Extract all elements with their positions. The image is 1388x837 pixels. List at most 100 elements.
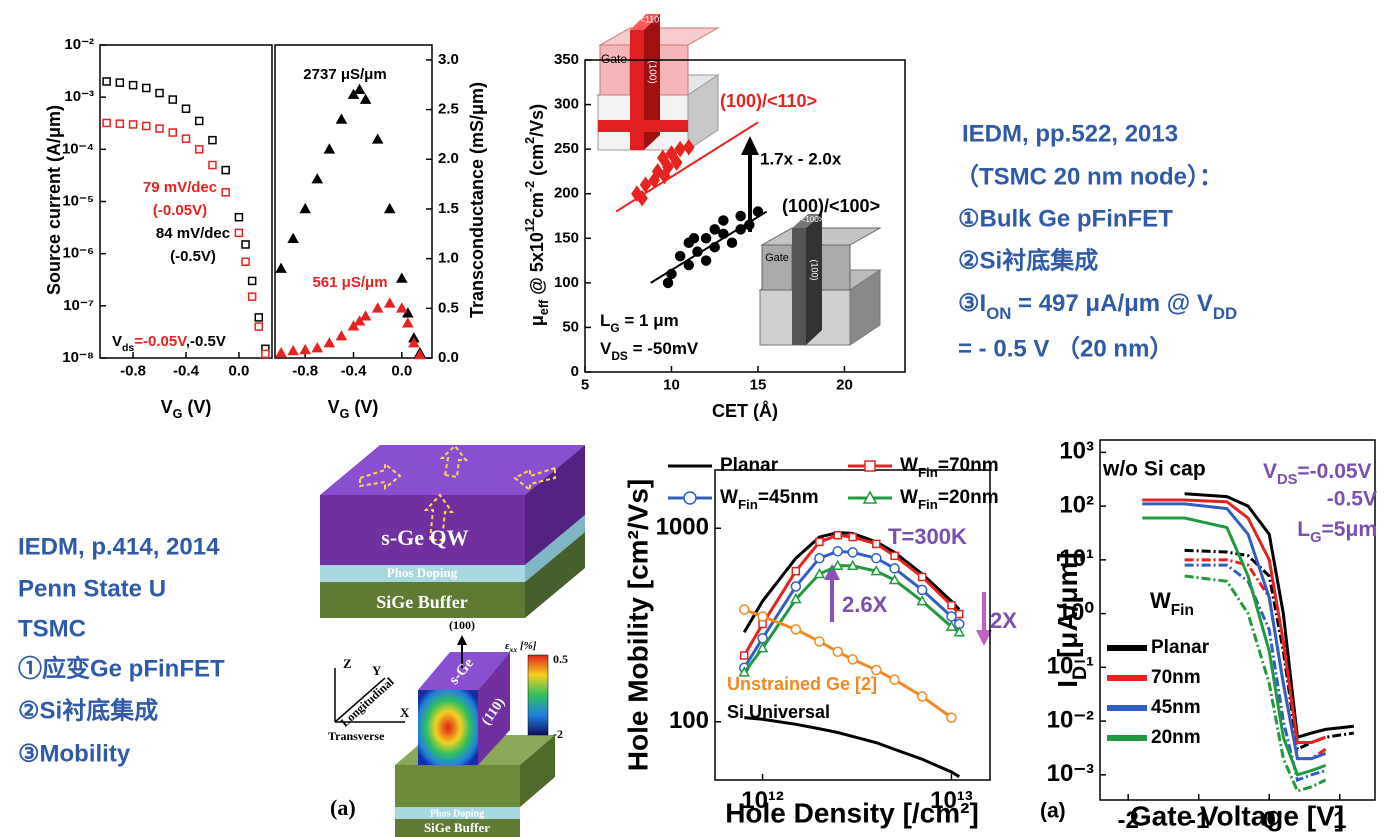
y-tick-label: 150 <box>554 229 579 246</box>
marker <box>289 234 298 242</box>
marker <box>848 548 857 557</box>
marker <box>325 145 334 153</box>
legend-label: 45nm <box>1151 697 1201 718</box>
annotation: LG=5μm <box>1297 518 1377 546</box>
series-line <box>744 718 959 777</box>
marker <box>956 611 963 618</box>
device-gray: <100> Gate (100) <box>760 214 880 345</box>
marker <box>865 461 875 471</box>
axis-label: Y <box>372 663 382 678</box>
marker <box>156 125 163 132</box>
marker <box>702 234 711 243</box>
text-part: cm <box>527 192 547 218</box>
marker <box>758 612 767 621</box>
annotation: 84 mV/dec <box>156 225 230 242</box>
annotation: T=300K <box>888 524 967 549</box>
marker <box>736 225 745 234</box>
legend-label: 70nm <box>1151 667 1201 688</box>
text-part: G <box>340 407 350 421</box>
annotation: 2X <box>990 608 1017 633</box>
x-tick-label: 15 <box>750 376 767 393</box>
marker <box>745 220 754 229</box>
annotation: VDS = -50mV <box>600 339 699 363</box>
text-part: Fin <box>738 497 758 512</box>
marker <box>728 238 737 247</box>
marker <box>815 637 824 646</box>
text-part: W <box>1150 588 1171 613</box>
strain-map <box>418 690 478 765</box>
text-part: =45nm <box>758 487 819 508</box>
page: IEDM, pp.522, 2013 （TSMC 20 nm node）： ①B… <box>0 0 1388 837</box>
y-tick-label: 2.0 <box>438 150 459 167</box>
series-label: Si Universal <box>727 702 830 722</box>
text-part: DS <box>611 349 628 363</box>
marker <box>792 568 799 575</box>
marker <box>385 299 394 307</box>
device-label: (100) <box>646 60 657 83</box>
marker <box>196 117 203 124</box>
y-tick-label: 10⁻⁶ <box>62 245 94 262</box>
x-axis-label: VG (V) <box>161 397 212 422</box>
axis-label: Z <box>343 656 352 671</box>
text-part: 2 <box>523 137 537 144</box>
marker <box>301 346 310 354</box>
x-tick-label: 0.0 <box>228 362 249 379</box>
marker <box>891 552 898 559</box>
text-part: (V) <box>182 397 211 417</box>
marker <box>741 652 748 659</box>
y-tick-label: 10⁻⁵ <box>62 192 94 209</box>
marker <box>710 243 719 252</box>
series-label: (100)/<100> <box>782 196 880 216</box>
marker <box>277 264 286 272</box>
marker <box>667 269 676 278</box>
slide: IEDM, pp.522, 2013 （TSMC 20 nm node）： ①B… <box>0 0 1388 837</box>
marker <box>816 538 823 545</box>
annotation: -0.5V <box>1327 488 1377 511</box>
marker <box>918 585 927 594</box>
text-part: W <box>900 487 918 508</box>
y-tick-label: 100 <box>554 274 579 291</box>
legend-label: 20nm <box>1151 727 1201 748</box>
text-line: ②Si衬底集成 <box>958 246 1098 274</box>
marker <box>156 90 163 97</box>
marker <box>919 573 926 580</box>
text-part: = -50mV <box>628 339 699 358</box>
axis-label: Transverse <box>328 729 385 743</box>
text-part: @ 5x10 <box>527 232 547 300</box>
marker <box>235 229 242 236</box>
device-label: (100) <box>810 259 820 280</box>
text-line: （TSMC 20 nm node）： <box>955 163 1223 190</box>
layer-label: s-Ge QW <box>381 525 468 550</box>
y-tick-label: 0.0 <box>438 349 459 366</box>
text-part: I <box>1052 680 1083 688</box>
marker <box>143 123 150 130</box>
marker <box>337 332 346 340</box>
marker <box>689 234 698 243</box>
shape <box>598 120 688 132</box>
marker <box>143 84 150 91</box>
annotation: (a) <box>1040 800 1066 823</box>
text-part: Fin <box>918 465 938 480</box>
marker <box>209 162 216 169</box>
text-part: =70nm <box>938 455 999 476</box>
text-part: /Vs) <box>527 104 547 137</box>
arrow-head <box>457 635 467 645</box>
text-part: = 1 μm <box>620 311 679 330</box>
legend-label: WFin=20nm <box>900 487 999 512</box>
legend-label: Planar <box>1151 637 1210 658</box>
marker <box>684 261 693 270</box>
annotation: 2.6X <box>842 592 888 617</box>
marker <box>222 189 229 196</box>
marker <box>719 229 728 238</box>
text-part: DD <box>1213 304 1237 323</box>
marker <box>791 582 800 591</box>
annotation: 1.7x - 2.0x <box>760 149 842 168</box>
y-tick-label: 10² <box>1059 491 1094 518</box>
series-label: Unstrained Ge [2] <box>727 674 877 694</box>
device-label: Gate <box>601 52 627 66</box>
marker <box>242 241 249 248</box>
y-tick-label: 10⁻⁷ <box>63 297 94 314</box>
y-tick-label: 50 <box>562 318 579 335</box>
marker <box>834 532 841 539</box>
marker <box>385 204 394 212</box>
